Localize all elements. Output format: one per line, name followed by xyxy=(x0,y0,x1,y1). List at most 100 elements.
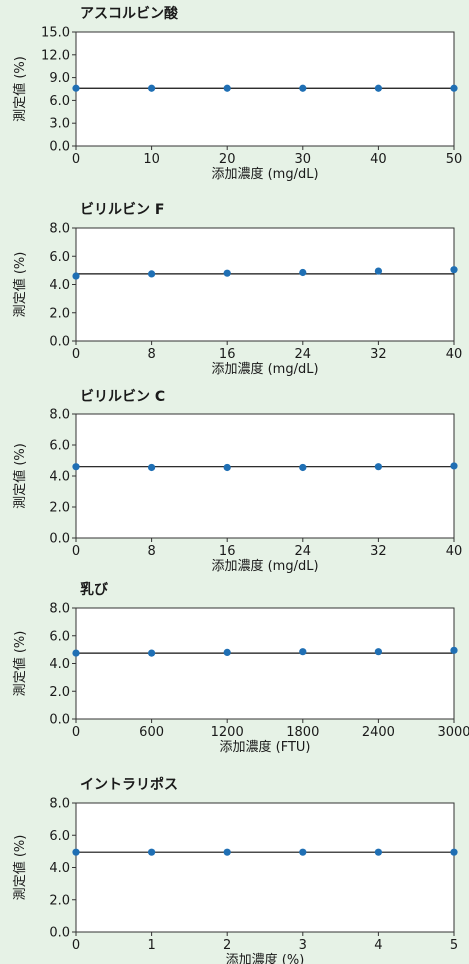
chart-title: アスコルビン酸 xyxy=(80,5,179,22)
data-point xyxy=(148,848,156,856)
x-axis-label: 添加濃度 (mg/dL) xyxy=(211,558,318,574)
x-tick-label: 8 xyxy=(147,544,155,559)
y-tick-label: 4.0 xyxy=(49,657,70,672)
y-tick-label: 3.0 xyxy=(49,117,70,132)
y-axis-label: 測定値 (%) xyxy=(12,835,28,901)
data-point xyxy=(450,848,458,856)
x-tick-label: 32 xyxy=(370,544,387,559)
x-tick-label: 30 xyxy=(295,152,312,167)
y-tick-label: 8.0 xyxy=(49,602,70,617)
x-tick-label: 24 xyxy=(295,544,312,559)
data-point xyxy=(148,649,156,657)
x-tick-label: 1800 xyxy=(286,725,319,740)
y-tick-label: 12.0 xyxy=(41,48,70,63)
data-point xyxy=(72,848,80,856)
y-tick-label: 2.0 xyxy=(49,685,70,700)
chart-panel-5: イントラリポス 0.0 2.0 4.0 6.0 8.0 0 1 2 3 4 5 添加濃度 (%) 測定値 … xyxy=(12,776,458,964)
y-tick-label: 6.0 xyxy=(49,94,70,109)
x-tick-label: 0 xyxy=(72,938,80,953)
data-point xyxy=(223,848,231,856)
data-point xyxy=(223,648,231,657)
x-tick-label: 24 xyxy=(295,347,312,362)
plot-area xyxy=(75,413,455,539)
y-tick-label: 0.0 xyxy=(49,926,70,941)
x-tick-label: 1200 xyxy=(211,725,244,740)
y-axis-label: 測定値 (%) xyxy=(12,56,28,122)
y-axis-label: 測定値 (%) xyxy=(12,631,28,697)
x-tick-label: 4 xyxy=(374,938,382,953)
y-tick-label: 4.0 xyxy=(49,861,70,876)
y-tick-label: 2.0 xyxy=(49,893,70,908)
data-point xyxy=(450,84,458,92)
y-tick-label: 6.0 xyxy=(49,829,70,844)
y-tick-label: 8.0 xyxy=(49,408,70,423)
chart-panel-4: 乳び 0.0 2.0 4.0 6.0 8.0 0 600 1200 1800 2400 3000 添加濃… xyxy=(12,581,469,755)
x-tick-label: 0 xyxy=(72,544,80,559)
plot-area xyxy=(75,802,455,933)
data-point xyxy=(374,463,382,471)
x-axis-label: 添加濃度 (mg/dL) xyxy=(211,166,318,182)
y-tick-label: 4.0 xyxy=(49,278,70,293)
chart-title: 乳び xyxy=(80,581,109,598)
data-point xyxy=(223,269,231,277)
data-point xyxy=(72,649,80,657)
y-tick-label: 0.0 xyxy=(49,140,70,155)
chart-title: イントラリポス xyxy=(80,776,178,793)
x-tick-label: 40 xyxy=(370,152,387,167)
data-point xyxy=(450,266,458,274)
x-tick-label: 40 xyxy=(446,347,463,362)
y-tick-label: 6.0 xyxy=(49,439,70,454)
chart-panel-2: ビリルビン F 0.0 2.0 4.0 6.0 8.0 0 8 16 24 32 40 添加濃度 (mg… xyxy=(12,202,462,377)
data-point xyxy=(223,463,231,472)
x-tick-label: 5 xyxy=(450,938,458,953)
y-tick-label: 8.0 xyxy=(49,797,70,812)
y-tick-label: 15.0 xyxy=(41,26,70,41)
y-tick-label: 0.0 xyxy=(49,713,70,728)
y-tick-label: 0.0 xyxy=(49,532,70,547)
x-tick-label: 10 xyxy=(143,152,160,167)
x-tick-label: 3 xyxy=(299,938,307,953)
data-point xyxy=(450,646,458,654)
x-tick-label: 1 xyxy=(147,938,155,953)
x-tick-label: 16 xyxy=(219,347,236,362)
data-point xyxy=(72,272,80,280)
data-point xyxy=(148,270,156,278)
x-tick-label: 0 xyxy=(72,725,80,740)
y-tick-label: 6.0 xyxy=(49,629,70,644)
data-point xyxy=(299,848,307,856)
x-tick-label: 2 xyxy=(223,938,231,953)
data-point xyxy=(374,648,382,656)
x-tick-label: 0 xyxy=(72,347,80,362)
y-tick-label: 9.0 xyxy=(49,71,70,86)
chart-panel-1: アスコルビン酸 0.0 3.0 6.0 9.0 12.0 15.0 0 10 20 30 40 50 添加… xyxy=(12,5,462,182)
x-tick-label: 0 xyxy=(72,152,80,167)
data-point xyxy=(299,463,307,472)
x-tick-label: 50 xyxy=(446,152,463,167)
x-axis-label: 添加濃度 (mg/dL) xyxy=(211,361,318,377)
data-point xyxy=(299,268,307,277)
data-point xyxy=(374,267,382,275)
chart-panel-3: ビリルビン C 0.0 2.0 4.0 6.0 8.0 0 8 16 24 32 40 添加濃度 (mg… xyxy=(12,389,462,574)
data-point xyxy=(148,84,156,92)
y-tick-label: 8.0 xyxy=(49,222,70,237)
data-point xyxy=(299,84,307,92)
data-point xyxy=(223,84,231,92)
chart-title: ビリルビン F xyxy=(80,202,164,218)
data-point xyxy=(299,648,307,656)
x-tick-label: 2400 xyxy=(362,725,395,740)
data-point xyxy=(450,462,458,470)
y-tick-label: 2.0 xyxy=(49,306,70,321)
plot-area xyxy=(75,607,455,720)
y-axis-label: 測定値 (%) xyxy=(12,252,28,318)
x-tick-label: 600 xyxy=(139,725,164,740)
plot-area xyxy=(75,31,455,147)
x-axis-label: 添加濃度 (%) xyxy=(226,952,305,964)
data-point xyxy=(148,463,156,472)
data-point xyxy=(72,463,80,471)
data-point xyxy=(374,84,382,92)
x-axis-label: 添加濃度 (FTU) xyxy=(220,739,311,755)
data-point xyxy=(374,848,382,856)
x-tick-label: 8 xyxy=(147,347,155,362)
y-tick-label: 2.0 xyxy=(49,501,70,516)
